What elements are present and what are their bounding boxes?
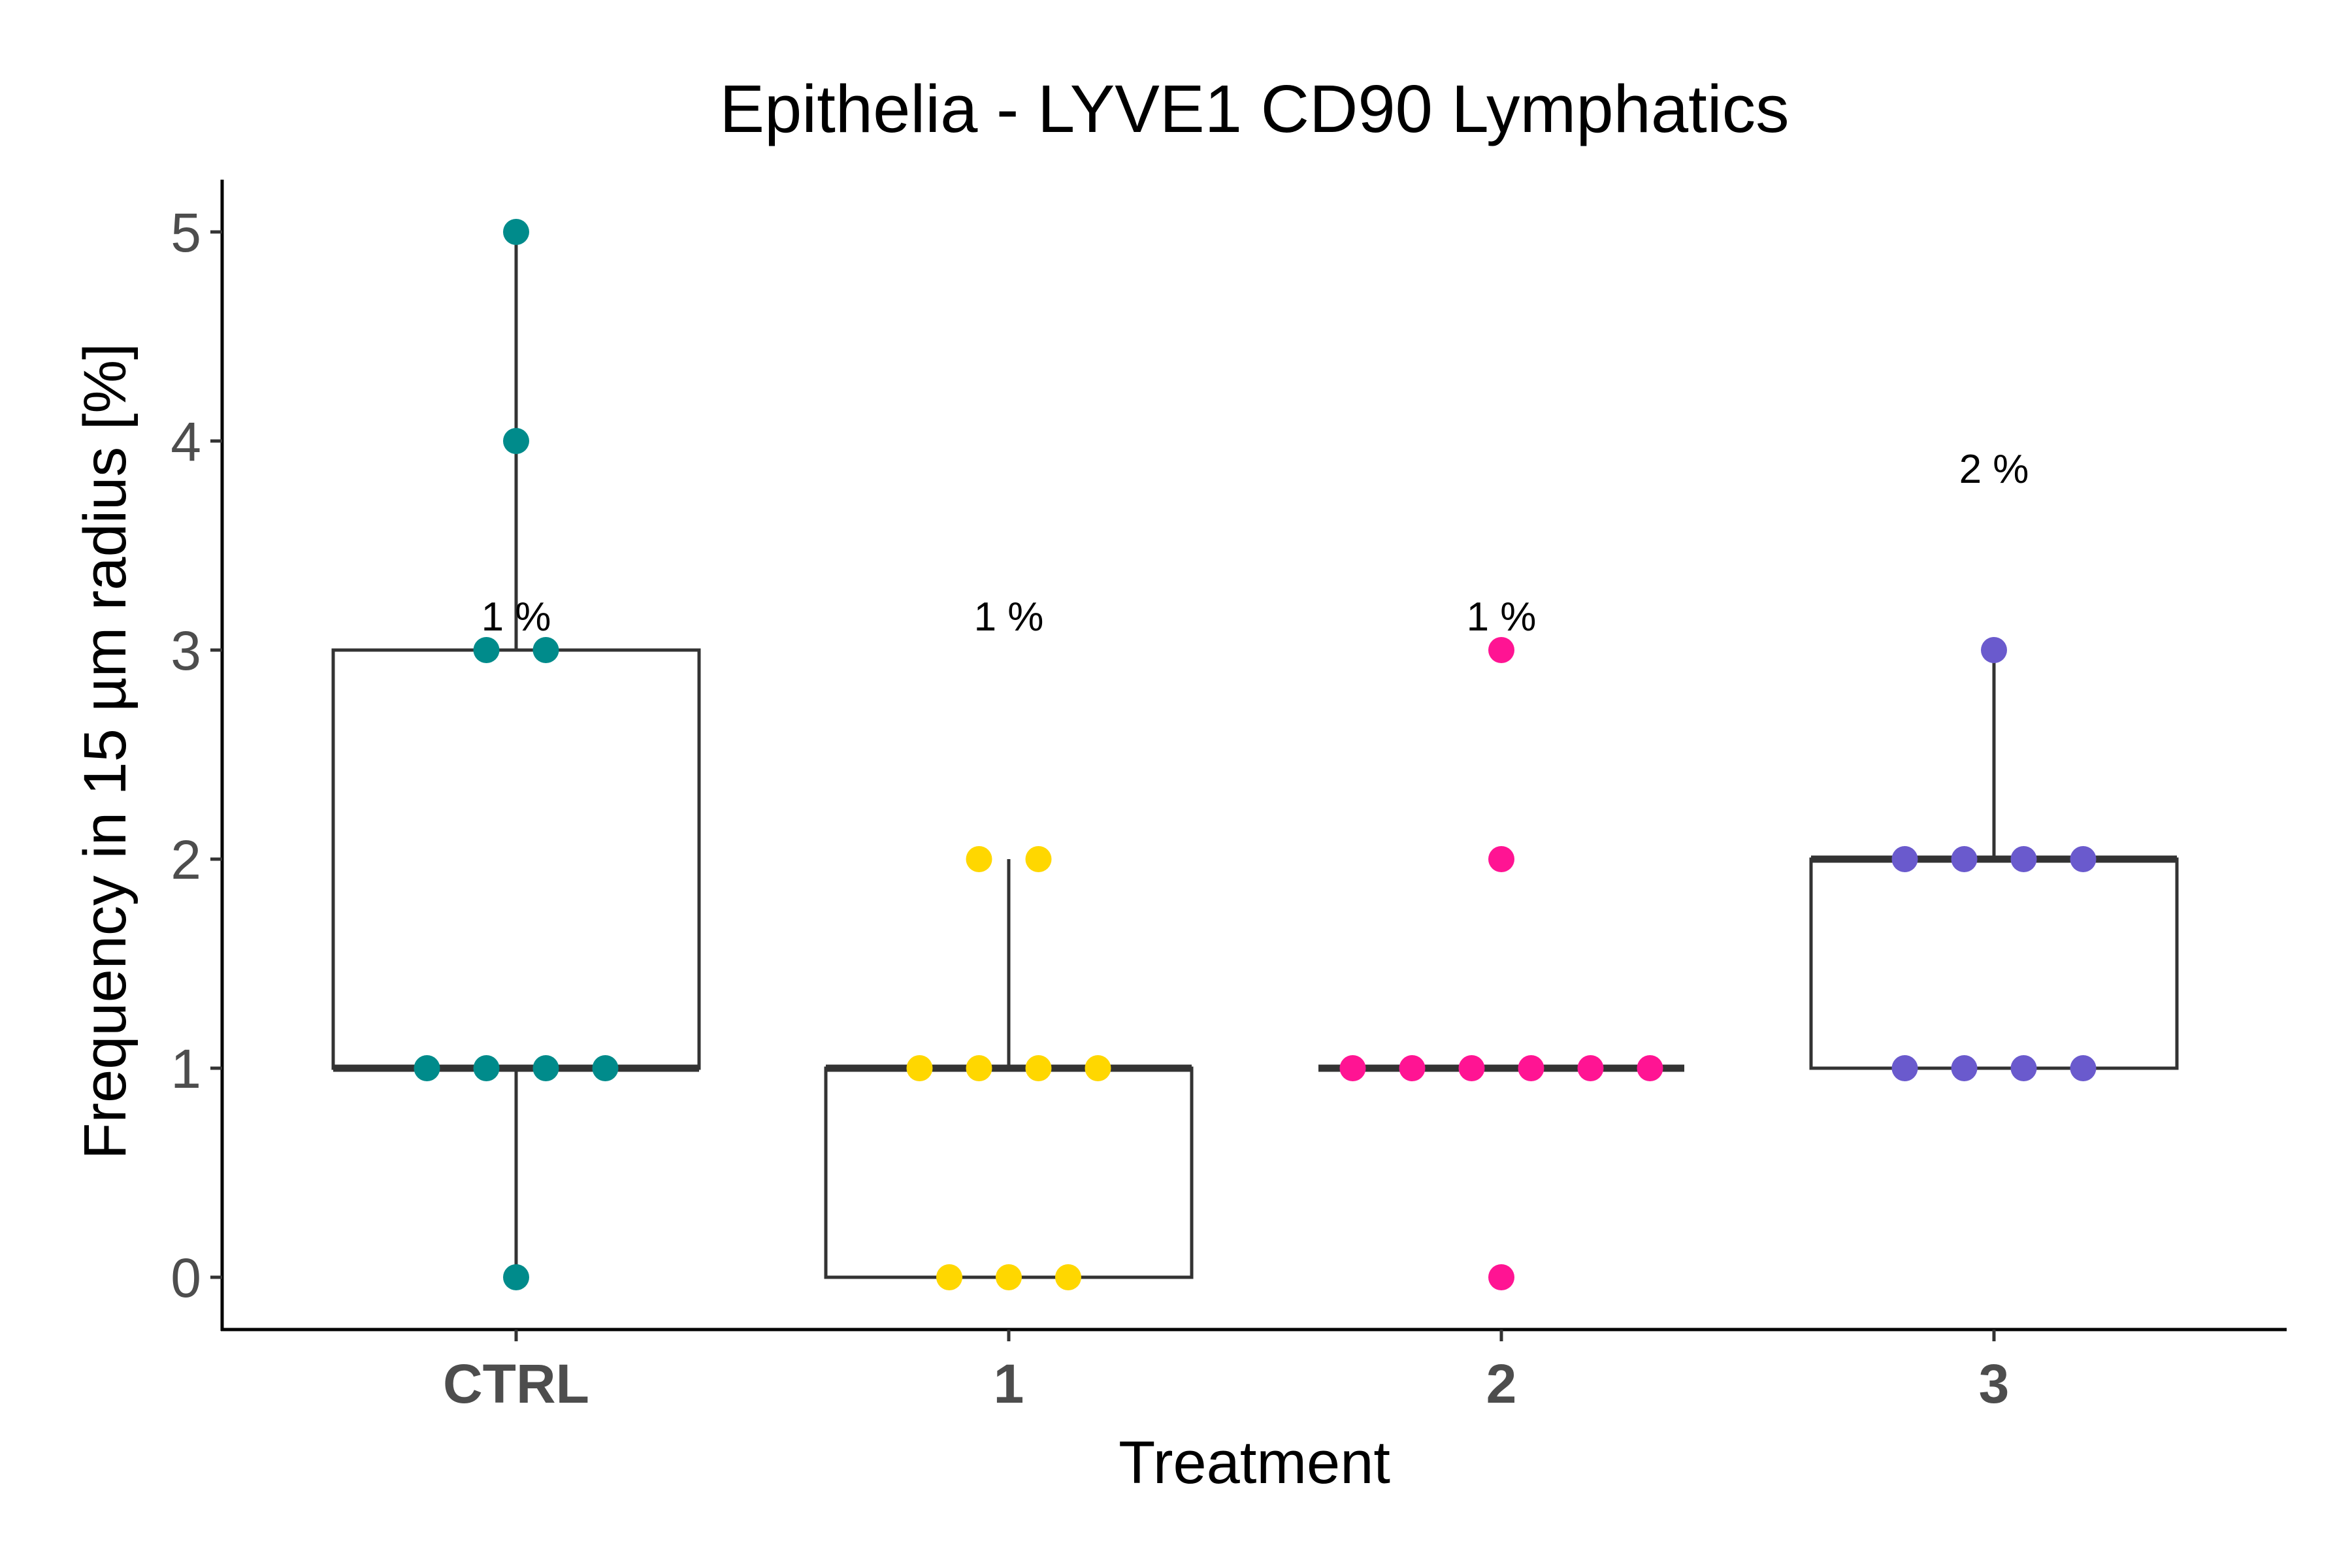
y-tick-label: 1: [171, 1038, 201, 1100]
data-point: [1488, 846, 1514, 872]
data-point: [1339, 1055, 1366, 1081]
box-iqr: [1809, 857, 2179, 1070]
data-point: [1488, 1264, 1514, 1290]
data-point: [1891, 1055, 1918, 1081]
data-point: [532, 1055, 559, 1081]
data-point: [2070, 846, 2097, 872]
data-point: [414, 1055, 440, 1081]
data-point: [1458, 1055, 1485, 1081]
data-point: [966, 1055, 992, 1081]
data-point: [473, 637, 500, 663]
plot-area: 0 1 2 3 4 5 CTRL 1 2 3 1 % 1 % 1 % 2 %: [171, 180, 2287, 1414]
x-tick-label: CTRL: [443, 1353, 589, 1414]
data-point: [1025, 846, 1052, 872]
data-point: [996, 1264, 1022, 1290]
y-tick-label: 2: [171, 829, 201, 890]
y-axis-title: Frequency in 15 µm radius [%]: [72, 343, 139, 1160]
data-point: [503, 428, 529, 454]
data-point: [936, 1264, 962, 1290]
data-point: [2070, 1055, 2097, 1081]
data-point: [1025, 1055, 1052, 1081]
data-point: [1085, 1055, 1111, 1081]
data-point: [1488, 637, 1514, 663]
x-axis-title: Treatment: [1119, 1429, 1390, 1496]
data-point: [2010, 846, 2037, 872]
x-tick-label: 1: [994, 1353, 1024, 1414]
box-iqr: [824, 1066, 1194, 1279]
box-iqr: [331, 648, 701, 1070]
data-point: [966, 846, 992, 872]
data-point: [532, 637, 559, 663]
data-point: [592, 1055, 619, 1081]
data-point: [1518, 1055, 1544, 1081]
data-point: [1951, 1055, 1978, 1081]
data-point: [473, 1055, 500, 1081]
data-point: [1399, 1055, 1426, 1081]
group-annotation: 2 %: [1959, 447, 2029, 492]
data-point: [1891, 846, 1918, 872]
data-point: [906, 1055, 933, 1081]
data-point: [2010, 1055, 2037, 1081]
group-annotation: 1 %: [974, 595, 1044, 640]
y-tick-label: 4: [171, 411, 201, 472]
x-tick-label: 2: [1486, 1353, 1517, 1414]
y-tick-label: 3: [171, 620, 201, 681]
data-point: [503, 1264, 529, 1290]
y-tick-label: 5: [171, 202, 201, 263]
data-point: [1055, 1264, 1081, 1290]
group-annotation: 1 %: [482, 595, 551, 640]
data-point: [503, 219, 529, 245]
data-point: [1981, 637, 2007, 663]
chart-title: Epithelia - LYVE1 CD90 Lymphatics: [719, 71, 1789, 146]
data-point: [1577, 1055, 1604, 1081]
group-annotation: 1 %: [1467, 595, 1537, 640]
x-tick-label: 3: [1979, 1353, 2010, 1414]
y-tick-label: 0: [171, 1247, 201, 1309]
data-point: [1637, 1055, 1663, 1081]
data-point: [1951, 846, 1978, 872]
